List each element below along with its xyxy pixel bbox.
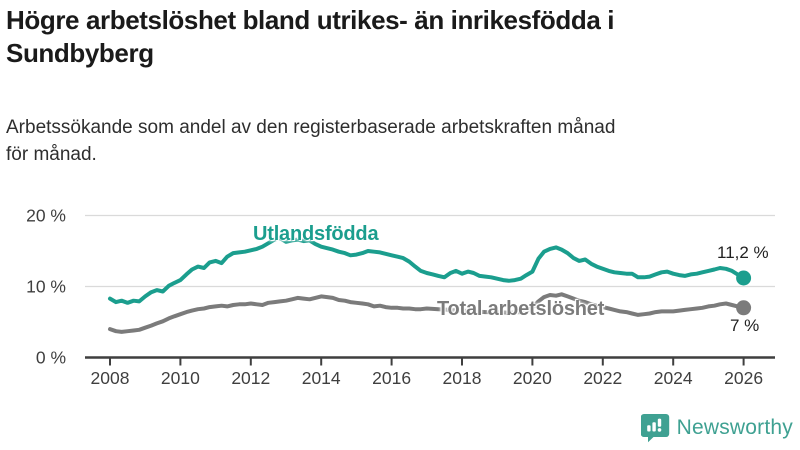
chart-subtitle-line-1: Arbetssökande som andel av den registerb…: [6, 117, 616, 138]
x-tick-label: 2012: [231, 368, 270, 388]
newsworthy-brand-text: Newsworthy: [676, 416, 793, 439]
y-tick-label: 0 %: [36, 348, 66, 368]
y-tick-label: 20 %: [26, 206, 66, 226]
x-tick-label: 2010: [161, 368, 200, 388]
footer-brand: Newsworthy: [640, 413, 793, 443]
page-title-line-1: Högre arbetslöshet bland utrikes- än inr…: [6, 5, 615, 35]
x-tick-label: 2008: [91, 368, 130, 388]
series-end-dot-0: [736, 270, 752, 286]
chart-subtitle: Arbetssökande som andel av den registerb…: [6, 114, 796, 168]
x-tick-label: 2024: [654, 368, 693, 388]
chart-subtitle-line-2: för månad.: [6, 144, 97, 165]
end-value-utlandsfodda: 11,2 %: [717, 243, 769, 262]
x-tick-label: 2014: [302, 368, 341, 388]
x-tick-label: 2022: [583, 368, 622, 388]
end-value-total-arbetsloshet: 7 %: [730, 316, 760, 335]
series-label-total-arbetsloshet: Total arbetslöshet: [437, 298, 605, 320]
x-tick-label: 2018: [443, 368, 482, 388]
page-title-line-2: Sundbyberg: [6, 38, 154, 68]
newsworthy-logo-icon: [640, 413, 670, 443]
series-label-utlandsfodda: Utlandsfödda: [253, 223, 379, 245]
page-title: Högre arbetslöshet bland utrikes- än inr…: [6, 4, 796, 70]
series-line-1: [108, 292, 746, 334]
x-tick-label: 2026: [724, 368, 763, 388]
series-line-0: [108, 236, 746, 305]
series-end-dot-1: [736, 300, 752, 316]
x-tick-label: 2020: [513, 368, 552, 388]
x-tick-label: 2016: [372, 368, 411, 388]
y-tick-label: 10 %: [26, 277, 66, 297]
